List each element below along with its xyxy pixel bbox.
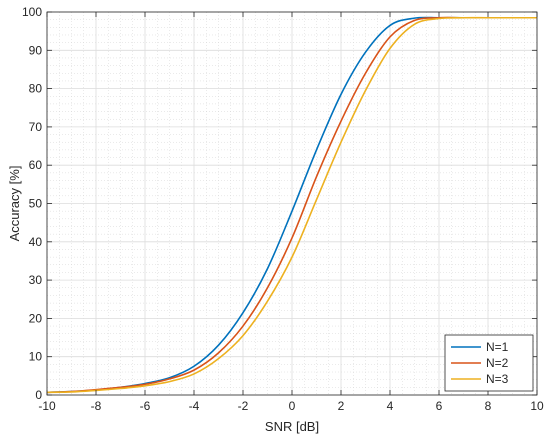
x-tick-label: -4 — [189, 399, 200, 413]
x-tick-label: -6 — [140, 399, 151, 413]
y-tick-label: 0 — [35, 388, 42, 402]
y-tick-label: 20 — [29, 311, 43, 325]
y-tick-label: 80 — [29, 82, 43, 96]
y-tick-label: 10 — [29, 350, 43, 364]
y-tick-label: 30 — [29, 273, 43, 287]
y-axis-label: Accuracy [%] — [7, 166, 22, 242]
x-tick-label: 8 — [485, 399, 492, 413]
x-tick-label: -10 — [38, 399, 56, 413]
y-tick-label: 50 — [29, 197, 43, 211]
y-tick-label: 60 — [29, 158, 43, 172]
series-line-3 — [46, 16, 537, 394]
x-tick-label: 6 — [436, 399, 443, 413]
legend: N=1 N=2 N=3 — [444, 334, 534, 392]
x-tick-label: 10 — [530, 399, 544, 413]
legend-label: N=2 — [486, 356, 509, 370]
legend-label: N=3 — [486, 372, 509, 386]
x-tick-label: 0 — [289, 399, 296, 413]
y-tick-label: 100 — [22, 5, 42, 19]
x-tick-label: 2 — [338, 399, 345, 413]
legend-label: N=1 — [486, 340, 509, 354]
x-axis-label: SNR [dB] — [265, 419, 319, 434]
x-tick-label: 4 — [387, 399, 394, 413]
x-tick-label: -8 — [91, 399, 102, 413]
series-lines — [46, 16, 537, 394]
y-tick-label: 40 — [29, 235, 43, 249]
y-tick-label: 70 — [29, 120, 43, 134]
y-tick-label: 90 — [29, 43, 43, 57]
x-tick-label: -2 — [238, 399, 249, 413]
